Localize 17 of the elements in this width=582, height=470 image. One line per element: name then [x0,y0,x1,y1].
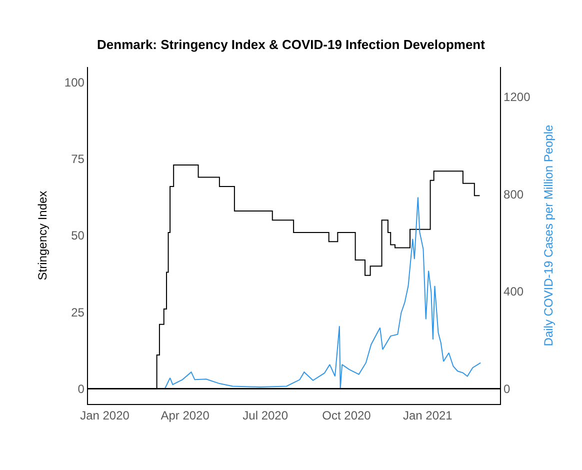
chart-title: Denmark: Stringency Index & COVID-19 Infection Development [97,37,486,52]
y-tick-label: 0 [78,382,85,396]
y2-axis-title: Daily COVID-19 Cases per Million People [541,124,556,346]
y2-tick-label: 1200 [504,90,531,104]
x-tick-label: Jan 2021 [402,408,453,423]
y2-tick-label: 400 [504,284,524,299]
x-tick-label: Oct 2020 [322,408,372,423]
y2-tick-label: 800 [504,187,524,202]
x-tick-label: Jan 2020 [80,408,130,423]
y2-tick-label: 0 [504,382,511,396]
x-tick-label: Apr 2020 [160,408,210,423]
y-tick-label: 75 [71,152,85,166]
y-tick-label: 25 [71,305,85,320]
y-axis-title: Stringency Index [36,190,50,280]
y-tick-label: 100 [64,76,85,90]
x-tick-label: Jul 2020 [242,408,288,423]
y-tick-label: 50 [71,228,85,243]
